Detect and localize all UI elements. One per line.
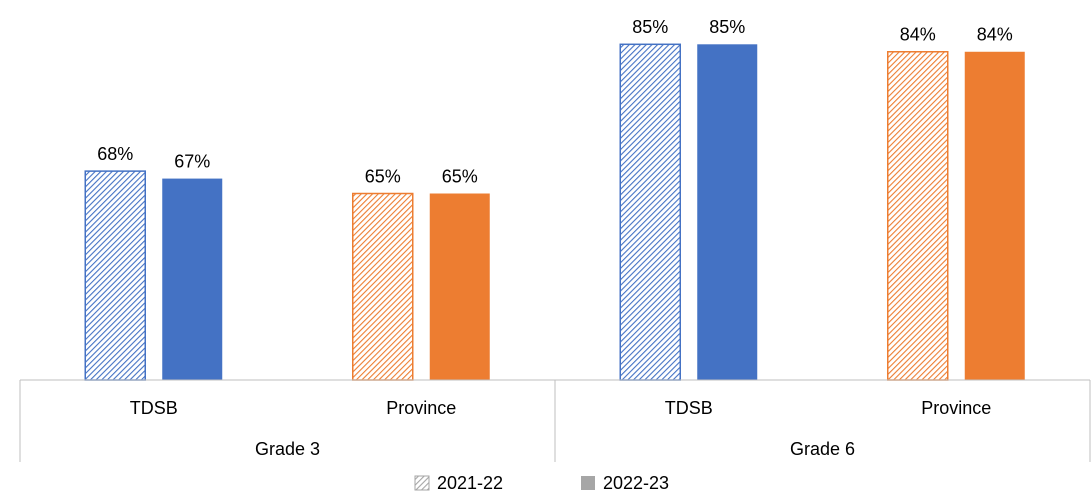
legend-swatch <box>414 475 430 491</box>
x-tick-label: Province <box>386 398 456 418</box>
value-label: 85% <box>709 17 745 37</box>
bar <box>84 170 146 381</box>
bar <box>619 43 681 381</box>
legend-label: 2022-23 <box>603 473 669 493</box>
bar <box>964 51 1025 380</box>
legend-swatch <box>581 476 595 490</box>
group-label: Grade 6 <box>790 439 855 459</box>
x-tick-label: Province <box>921 398 991 418</box>
value-label: 67% <box>174 151 210 171</box>
value-label: 85% <box>632 17 668 37</box>
bar <box>352 192 414 381</box>
value-label: 84% <box>900 25 936 45</box>
bar <box>429 193 490 380</box>
group-label: Grade 3 <box>255 439 320 459</box>
value-label: 84% <box>977 25 1013 45</box>
bar <box>887 51 949 381</box>
x-tick-label: TDSB <box>130 398 178 418</box>
bar <box>697 44 758 381</box>
x-tick-label: TDSB <box>665 398 713 418</box>
legend-label: 2021-22 <box>437 473 503 493</box>
value-label: 65% <box>442 166 478 186</box>
bar <box>162 178 223 380</box>
value-label: 65% <box>365 166 401 186</box>
value-label: 68% <box>97 144 133 164</box>
